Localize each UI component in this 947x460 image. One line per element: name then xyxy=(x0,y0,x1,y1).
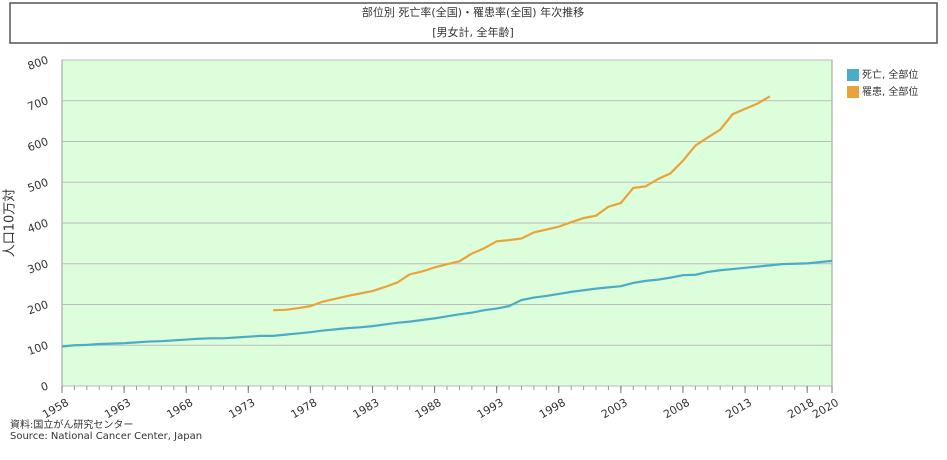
source-text: 資料:国立がん研究センター xyxy=(10,418,133,431)
x-tick-label: 1988 xyxy=(413,396,444,421)
x-tick-label: 2020 xyxy=(810,396,841,421)
y-tick-label: 800 xyxy=(26,53,50,72)
legend-label: 死亡, 全部位 xyxy=(862,68,918,81)
chart-subtitle: [男女計, 全年齢] xyxy=(432,25,514,39)
series-line xyxy=(273,95,771,312)
x-tick-label: 1958 xyxy=(40,396,71,421)
x-tick-label: 2003 xyxy=(599,396,630,421)
x-tick-label: 1973 xyxy=(227,396,258,421)
chart-title: 部位別 死亡率(全国)・罹患率(全国) 年次推移 xyxy=(362,5,584,19)
y-axis-label: 人口10万対 xyxy=(3,189,18,258)
x-tick-label: 2013 xyxy=(723,396,754,421)
x-tick-label: 1963 xyxy=(102,396,133,421)
x-tick-label: 2008 xyxy=(661,396,692,421)
y-tick-label: 0 xyxy=(39,379,50,394)
legend-swatch xyxy=(847,86,859,98)
x-tick-label: 1968 xyxy=(164,396,195,421)
x-tick-label: 1998 xyxy=(537,396,568,421)
x-tick-label: 1978 xyxy=(289,396,320,421)
y-tick-label: 500 xyxy=(26,176,50,195)
y-tick-label: 200 xyxy=(26,298,50,317)
x-tick-label: 1993 xyxy=(475,396,506,421)
series-line xyxy=(61,259,833,348)
y-tick-label: 600 xyxy=(26,135,50,154)
y-tick-label: 700 xyxy=(26,94,50,113)
y-tick-label: 400 xyxy=(26,216,50,235)
title-box xyxy=(9,2,938,44)
x-tick-label: 1983 xyxy=(351,396,382,421)
y-tick-label: 100 xyxy=(26,339,50,358)
legend-label: 罹患, 全部位 xyxy=(862,85,918,98)
y-tick-label: 300 xyxy=(26,257,50,276)
legend-swatch xyxy=(847,69,859,81)
source-text: Source: National Cancer Center, Japan xyxy=(10,431,202,442)
